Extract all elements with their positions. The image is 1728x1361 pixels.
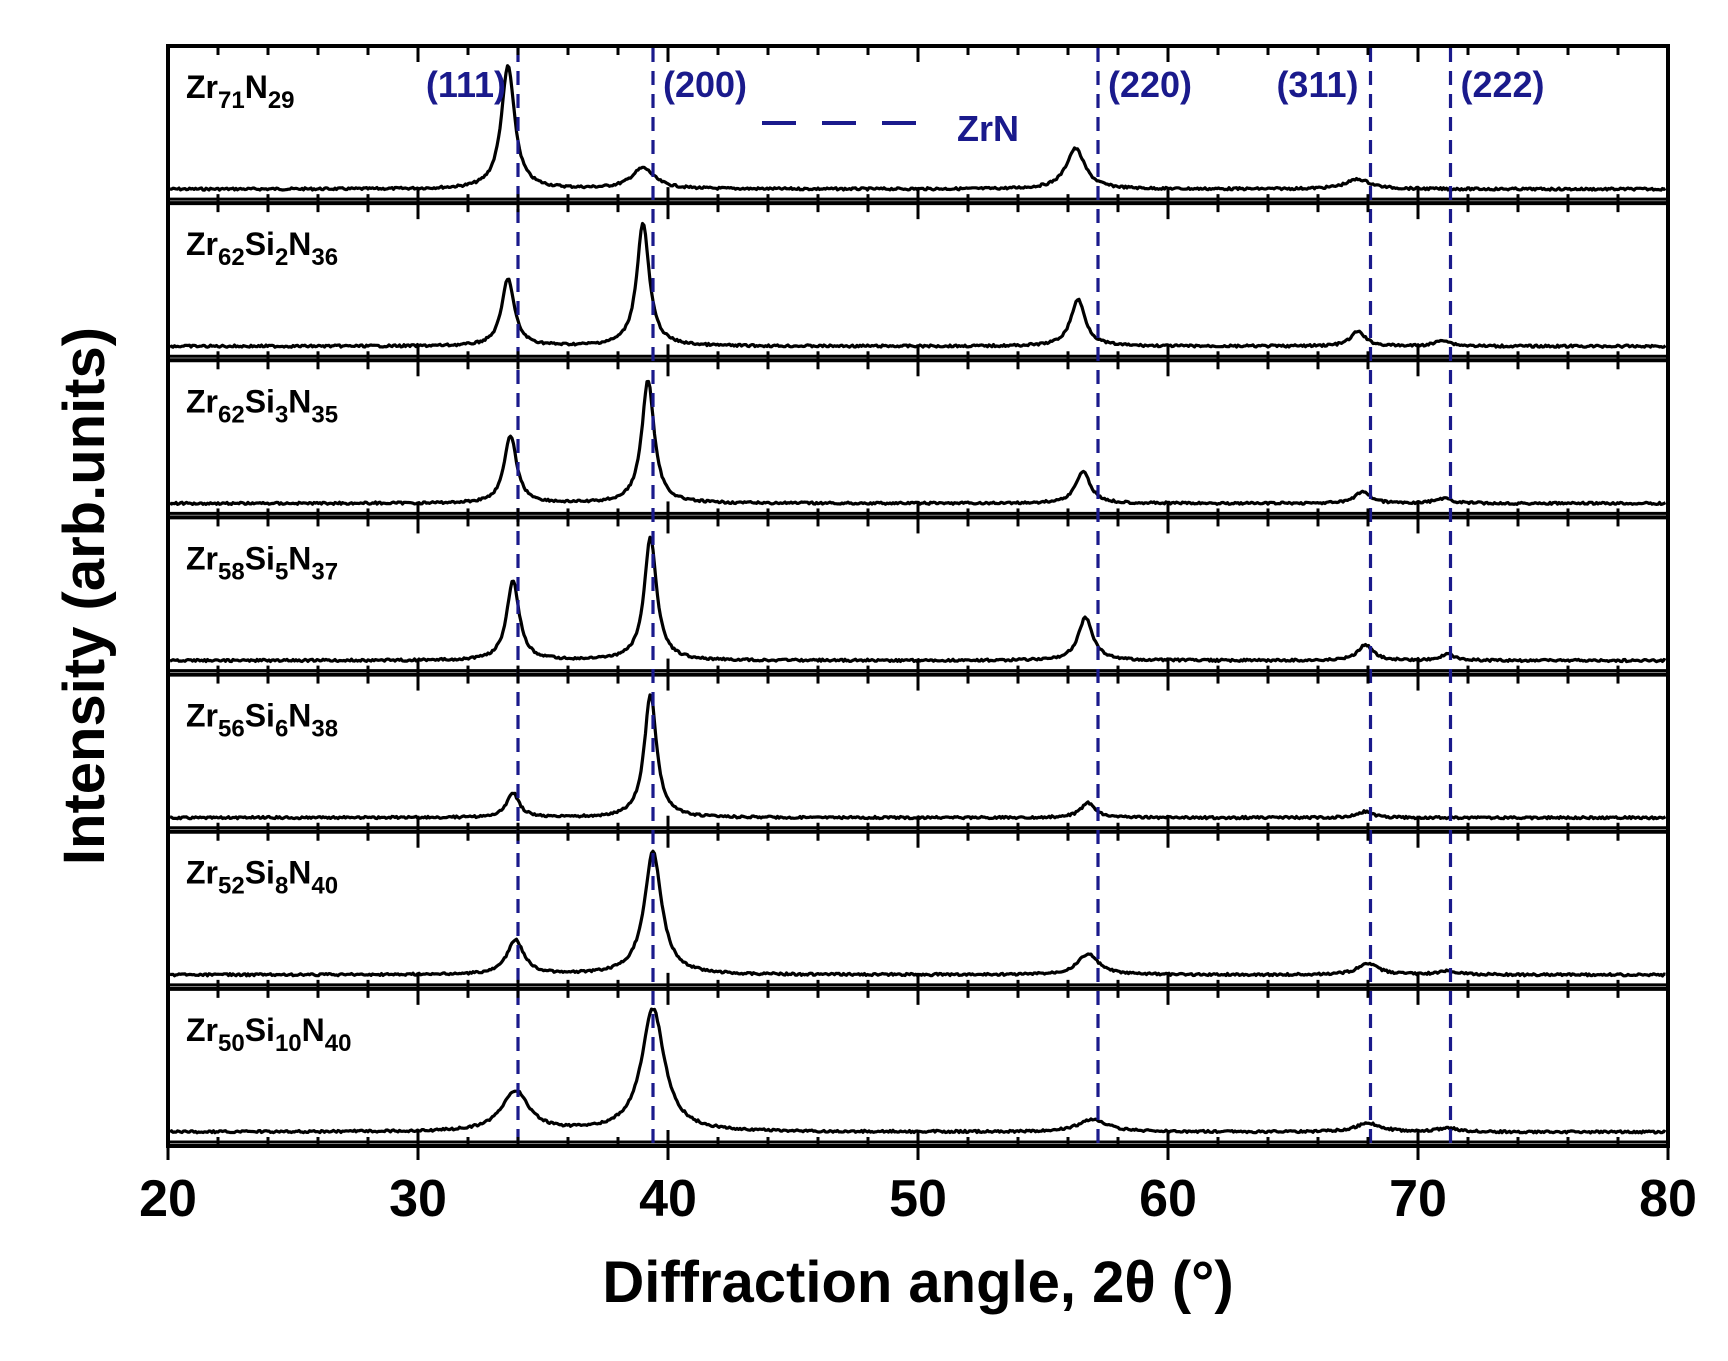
label-element: Zr — [186, 69, 218, 105]
sample-labels: Zr71N29Zr62Si2N36Zr62Si3N35Zr58Si5N37Zr5… — [186, 69, 351, 1057]
hkl-label: (200) — [663, 64, 747, 105]
x-tick-label: 80 — [1639, 1170, 1697, 1228]
label-element: N — [288, 855, 311, 891]
trace-Zr56Si6N38 — [169, 693, 1667, 821]
trace-Zr62Si2N36 — [169, 221, 1667, 349]
label-element: Zr — [186, 698, 218, 734]
label-element: N — [288, 698, 311, 734]
label-subscript: 5 — [275, 558, 288, 585]
hkl-label: (220) — [1108, 64, 1192, 105]
hkl-label: (222) — [1461, 64, 1545, 105]
label-subscript: 40 — [311, 873, 338, 900]
x-tick-label: 50 — [889, 1170, 947, 1228]
hkl-label: (111) — [426, 64, 506, 105]
x-tick-label: 60 — [1139, 1170, 1197, 1228]
trace-Zr52Si8N40 — [169, 849, 1666, 978]
plot-frame — [166, 44, 1670, 1148]
label-subscript: 71 — [218, 87, 245, 114]
x-tick-label: 40 — [639, 1170, 697, 1228]
label-subscript: 40 — [325, 1030, 352, 1057]
label-element: N — [302, 1012, 325, 1048]
label-subscript: 3 — [275, 401, 288, 428]
label-subscript: 29 — [268, 87, 295, 114]
label-subscript: 6 — [275, 716, 288, 743]
label-subscript: 62 — [218, 244, 245, 271]
label-element: Si — [245, 698, 275, 734]
label-element: N — [288, 383, 311, 419]
x-tick-label: 20 — [139, 1170, 197, 1228]
label-subscript: 2 — [275, 244, 288, 271]
label-element: Zr — [186, 855, 218, 891]
y-axis-title: Intensity (arb.units) — [52, 327, 117, 865]
sample-label-Zr50Si10N40: Zr50Si10N40 — [186, 1012, 351, 1057]
x-axis-ticks: 20 30 40 50 60 70 80 — [139, 46, 1697, 1228]
sample-label-Zr56Si6N38: Zr56Si6N38 — [186, 698, 338, 743]
label-subscript: 52 — [218, 873, 245, 900]
sample-label-Zr62Si3N35: Zr62Si3N35 — [186, 383, 338, 428]
trace-Zr58Si5N37 — [169, 535, 1667, 664]
label-element: Zr — [186, 383, 218, 419]
label-element: Si — [245, 226, 275, 262]
label-subscript: 10 — [275, 1030, 302, 1057]
x-axis-title: Diffraction angle, 2θ (°) — [602, 1250, 1233, 1315]
label-subscript: 56 — [218, 716, 245, 743]
label-subscript: 38 — [311, 716, 338, 743]
x-tick-label: 30 — [389, 1170, 447, 1228]
sample-label-Zr58Si5N37: Zr58Si5N37 — [186, 540, 338, 585]
sample-label-Zr62Si2N36: Zr62Si2N36 — [186, 226, 338, 271]
zrn-reference-lines: (111) (200) (220) (311) (222) — [426, 48, 1545, 1144]
label-element: Zr — [186, 1012, 218, 1048]
label-subscript: 50 — [218, 1030, 245, 1057]
label-subscript: 62 — [218, 401, 245, 428]
label-subscript: 35 — [311, 401, 338, 428]
sample-label-Zr52Si8N40: Zr52Si8N40 — [186, 855, 338, 900]
label-element: Si — [245, 855, 275, 891]
label-element: N — [288, 226, 311, 262]
label-subscript: 8 — [275, 873, 288, 900]
label-element: Si — [245, 383, 275, 419]
hkl-label: (311) — [1276, 64, 1358, 105]
label-element: Zr — [186, 540, 218, 576]
label-element: Si — [245, 540, 275, 576]
label-element: N — [288, 540, 311, 576]
label-element: N — [245, 69, 268, 105]
trace-Zr71N29 — [169, 64, 1667, 192]
label-element: Si — [245, 1012, 275, 1048]
sample-label-Zr71N29: Zr71N29 — [186, 69, 295, 114]
trace-Zr50Si10N40 — [168, 1007, 1667, 1135]
trace-Zr62Si3N35 — [168, 379, 1667, 506]
legend-phase-label: ZrN — [957, 108, 1019, 149]
label-subscript: 58 — [218, 558, 245, 585]
x-tick-label: 70 — [1389, 1170, 1447, 1228]
label-subscript: 36 — [311, 244, 338, 271]
label-element: Zr — [186, 226, 218, 262]
label-subscript: 37 — [311, 558, 338, 585]
